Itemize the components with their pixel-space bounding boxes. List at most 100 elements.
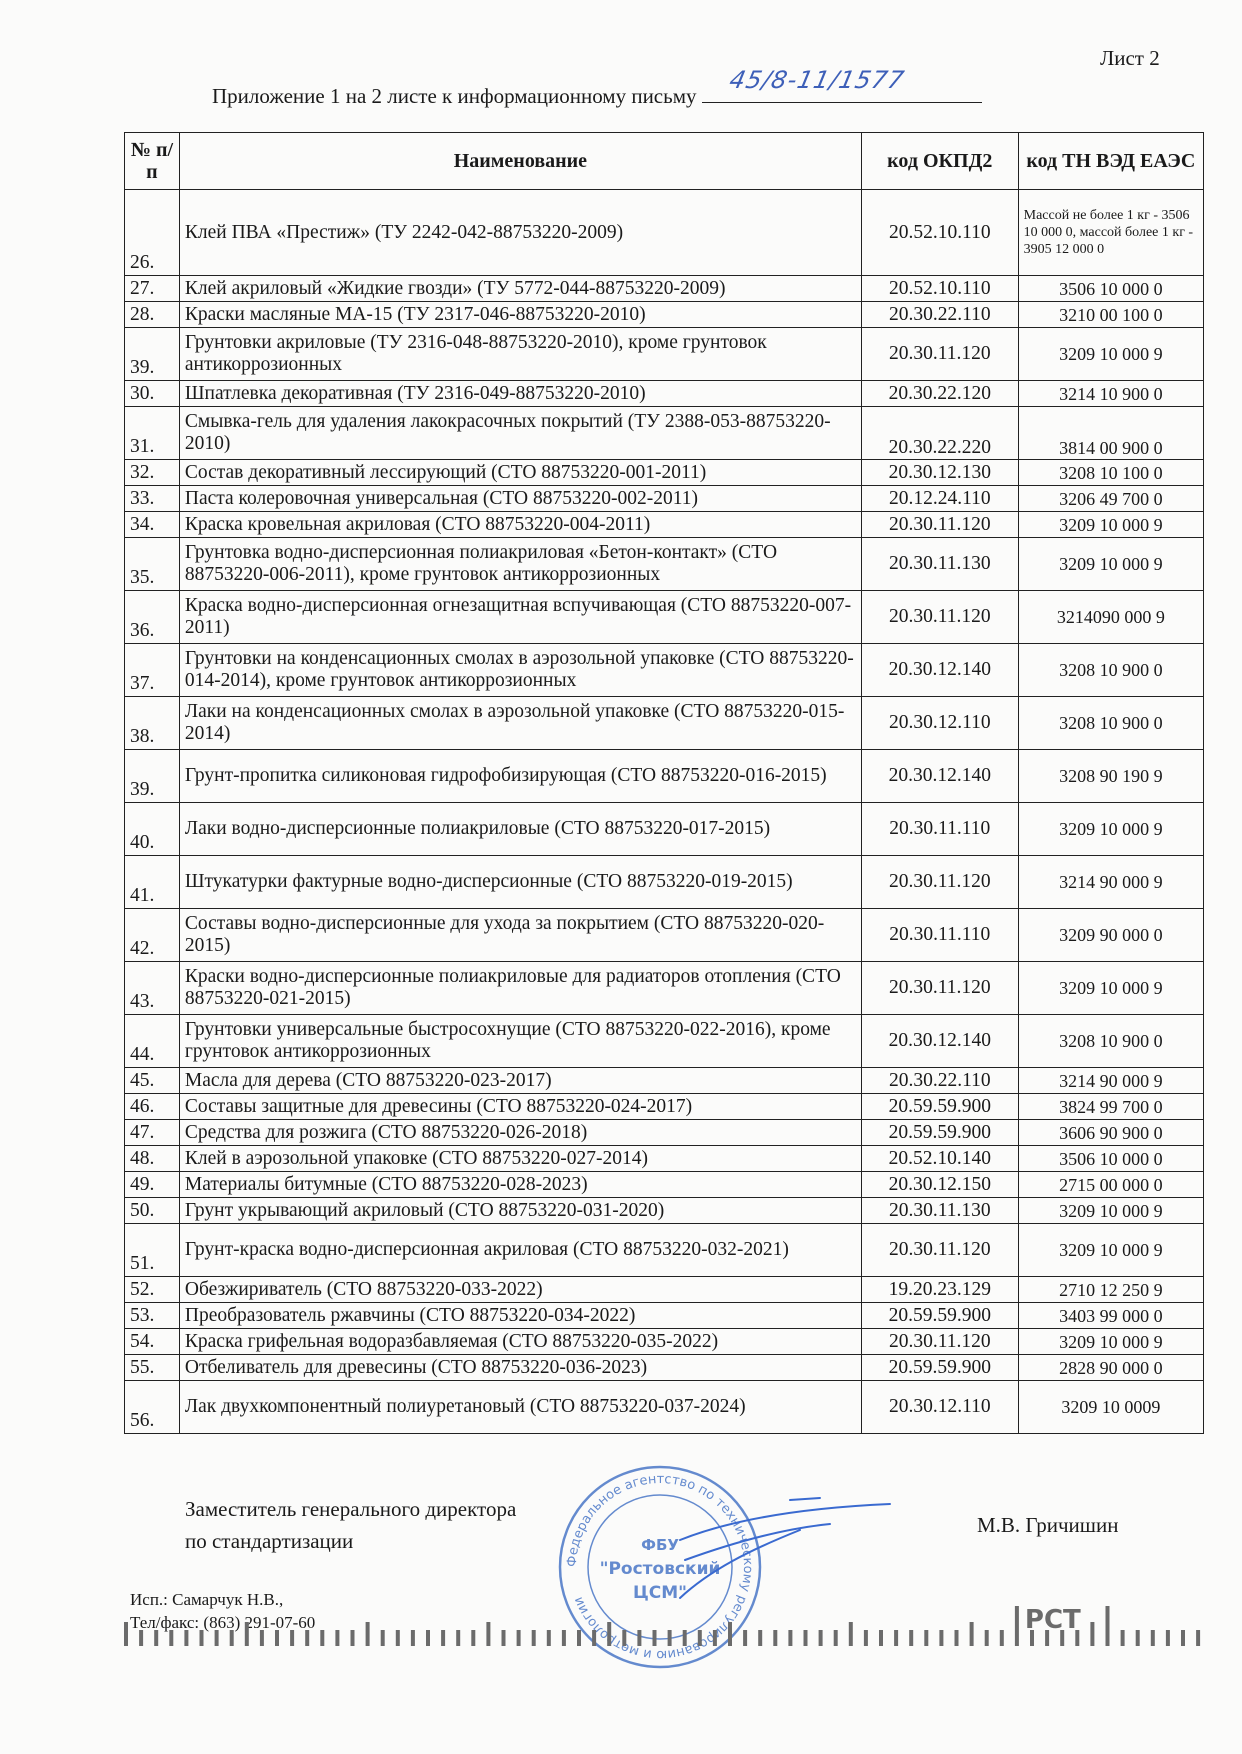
barcode-bar (561, 1630, 566, 1646)
table-row: 32. Состав декоративный лессирующий (СТО … (124, 459, 1205, 486)
product-name: Краски масляные МА-15 (ТУ 2317-046-88753… (178, 301, 862, 328)
barcode-bar (456, 1630, 461, 1646)
barcode-bar (471, 1630, 476, 1646)
barcode-bar (395, 1630, 400, 1646)
barcode-bar (1014, 1606, 1019, 1646)
handwritten-letter-number: 45/8-11/1577 (726, 66, 907, 94)
barcode-bar (199, 1630, 204, 1646)
table-row: 35. Грунтовка водно-дисперсионная полиакр… (124, 537, 1205, 591)
table-row: 30. Шпатлевка декоративная (ТУ 2316-049-8… (124, 380, 1205, 407)
okpd2-code: 20.59.59.900 (860, 1354, 1019, 1381)
row-number: 31. (124, 406, 180, 460)
row-number: 39. (124, 327, 180, 381)
barcode-bar (1075, 1630, 1080, 1646)
stamp-inner-ring (587, 1494, 733, 1640)
tnved-code: 3214090 000 9 (1017, 590, 1205, 644)
okpd2-code: 20.59.59.900 (860, 1093, 1019, 1120)
tnved-code: 3209 10 000 9 (1017, 537, 1205, 591)
table-row: 47. Средства для розжига (СТО 88753220-02… (124, 1119, 1205, 1146)
barcode-bar (848, 1622, 853, 1646)
product-name: Клей ПВА «Престиж» (ТУ 2242-042-88753220… (178, 189, 862, 276)
tnved-code: 3506 10 000 0 (1017, 1145, 1205, 1172)
table-row: 43. Краски водно-дисперсионные полиакрило… (124, 961, 1205, 1015)
product-name: Лаки водно-дисперсионные полиакриловые (… (178, 802, 862, 856)
tnved-code: 3210 00 100 0 (1017, 301, 1205, 328)
barcode-bar (879, 1630, 883, 1646)
tnved-code: Массой не более 1 кг - 3506 10 000 0, ма… (1017, 189, 1205, 276)
appendix-title: Приложение 1 на 2 листе к информационном… (212, 66, 982, 109)
signer-name: М.В. Гричишин (977, 1513, 1119, 1537)
handwritten-signature (679, 1497, 891, 1599)
tnved-code: 3209 10 000 9 (1017, 802, 1205, 856)
row-number: 45. (124, 1067, 180, 1094)
table-row: 40. Лаки водно-дисперсионные полиакриловы… (124, 802, 1205, 856)
table-row: 38. Лаки на конденсационных смолах в аэро… (124, 696, 1205, 750)
row-number: 43. (124, 961, 180, 1015)
row-number: 40. (124, 802, 180, 856)
tnved-code: 2710 12 250 9 (1017, 1276, 1205, 1303)
okpd2-code: 20.30.11.130 (860, 537, 1019, 591)
product-name: Грунтовки акриловые (ТУ 2316-048-8875322… (178, 327, 862, 381)
product-name: Составы защитные для древесины (СТО 8875… (178, 1093, 862, 1120)
barcode-bar (516, 1630, 521, 1646)
barcode-bar (667, 1630, 672, 1646)
product-name: Краска грифельная водоразбавляемая (СТО … (178, 1328, 862, 1355)
product-name: Лаки на конденсационных смолах в аэрозол… (178, 696, 862, 750)
product-name: Преобразователь ржавчины (СТО 88753220-0… (178, 1302, 862, 1329)
tnved-code: 3403 99 000 0 (1017, 1302, 1205, 1329)
product-name: Материалы битумные (СТО 88753220-028-202… (178, 1171, 862, 1198)
barcode-bar (350, 1630, 355, 1646)
barcode-bar (501, 1630, 506, 1646)
tnved-code: 3209 10 000 9 (1017, 1197, 1205, 1224)
barcode-bar (863, 1630, 868, 1646)
barcode-bar (743, 1630, 748, 1646)
okpd2-code: 20.30.11.120 (860, 327, 1019, 381)
table-row: 39. Грунт-пропитка силиконовая гидрофобиз… (124, 749, 1205, 803)
product-name: Клей в аэрозольной упаковке (СТО 8875322… (178, 1145, 862, 1172)
tnved-code: 3209 10 000 9 (1017, 961, 1205, 1015)
barcode-bar (410, 1630, 415, 1646)
row-number: 42. (124, 908, 180, 962)
barcode-bar (969, 1622, 974, 1646)
barcode-bar (803, 1630, 808, 1646)
barcode-bar (320, 1630, 325, 1646)
row-number: 36. (124, 590, 180, 644)
table-row: 52. Обезжириватель (СТО 88753220-033-2022… (124, 1276, 1205, 1303)
table-row: 39. Грунтовки акриловые (ТУ 2316-048-8875… (124, 327, 1205, 381)
table-row: 51. Грунт-краска водно-дисперсионная акри… (124, 1223, 1205, 1277)
row-number: 44. (124, 1014, 180, 1068)
product-name: Грунт-краска водно-дисперсионная акрилов… (178, 1223, 862, 1277)
executor-phone: Тел/факс: (863) 291-07-60 (130, 1613, 316, 1632)
table-row: 37. Грунтовки на конденсационных смолах в… (124, 643, 1205, 697)
row-number: 34. (124, 511, 180, 538)
barcode-bar (426, 1630, 430, 1646)
rst-logo: РСТ (1025, 1605, 1081, 1635)
column-header-tnved: код ТН ВЭД ЕАЭС (1017, 132, 1205, 190)
table-row: 56. Лак двухкомпонентный полиуретановый (… (124, 1380, 1205, 1434)
product-name: Краска кровельная акриловая (СТО 8875322… (178, 511, 862, 538)
tnved-code: 3209 10 000 9 (1017, 327, 1205, 381)
stamp-outer-ring (558, 1465, 762, 1669)
stamp-center-line2: "Ростовский (600, 1559, 721, 1579)
tnved-code: 3214 90 000 9 (1017, 1067, 1205, 1094)
okpd2-code: 20.30.11.120 (860, 1223, 1019, 1277)
okpd2-code: 20.30.11.120 (860, 590, 1019, 644)
table-row: 44. Грунтовки универсальные быстросохнущи… (124, 1014, 1205, 1068)
table-row: 42. Составы водно-дисперсионные для ухода… (124, 908, 1205, 962)
barcode-bar (697, 1630, 702, 1646)
okpd2-code: 20.52.10.110 (860, 275, 1019, 302)
okpd2-code: 20.12.24.110 (860, 485, 1019, 512)
product-name: Грунтовки универсальные быстросохнущие (… (178, 1014, 862, 1068)
product-name: Отбеливатель для древесины (СТО 88753220… (178, 1354, 862, 1381)
okpd2-code: 20.30.11.130 (860, 1197, 1019, 1224)
row-number: 53. (124, 1302, 180, 1329)
table-row: 31. Смывка-гель для удаления лакокрасочны… (124, 406, 1205, 460)
product-name: Лак двухкомпонентный полиуретановый (СТО… (178, 1380, 862, 1434)
barcode-bar (818, 1630, 823, 1646)
okpd2-code: 20.30.12.130 (860, 459, 1019, 486)
tnved-code: 3824 99 700 0 (1017, 1093, 1205, 1120)
tnved-code: 3208 10 900 0 (1017, 696, 1205, 750)
row-number: 30. (124, 380, 180, 407)
barcode-bar (380, 1630, 385, 1646)
tnved-code: 3209 10 000 9 (1017, 1328, 1205, 1355)
